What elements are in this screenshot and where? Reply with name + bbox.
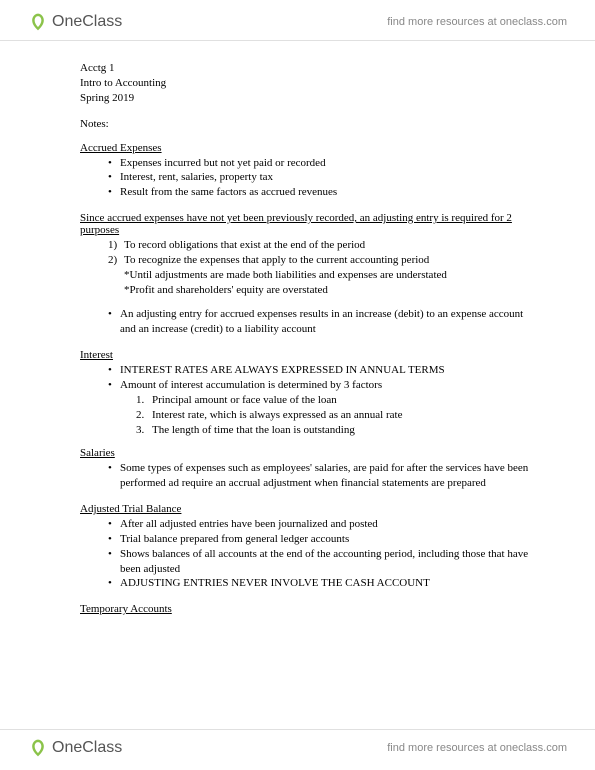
page-footer: OneClass find more resources at oneclass… [0, 729, 595, 770]
page-header: OneClass find more resources at oneclass… [0, 0, 595, 41]
list-item: Trial balance prepared from general ledg… [108, 532, 535, 547]
heading-temporary-accounts: Temporary Accounts [80, 603, 535, 615]
list-item: Result from the same factors as accrued … [108, 185, 535, 200]
course-info: Acctg 1 Intro to Accounting Spring 2019 [80, 61, 535, 106]
list-salaries: Some types of expenses such as employees… [80, 461, 535, 491]
list-item: Shows balances of all accounts at the en… [108, 547, 535, 577]
list-item: To recognize the expenses that apply to … [108, 253, 535, 268]
course-code: Acctg 1 [80, 61, 535, 76]
brand-name: OneClass [52, 13, 122, 31]
list-purposes: To record obligations that exist at the … [80, 238, 535, 268]
brand-logo: OneClass [28, 12, 122, 32]
list-item: Principal amount or face value of the lo… [136, 393, 535, 408]
brand-logo-footer: OneClass [28, 738, 122, 758]
list-item: INTEREST RATES ARE ALWAYS EXPRESSED IN A… [108, 363, 535, 378]
heading-adjusted-trial-balance: Adjusted Trial Balance [80, 503, 535, 515]
list-item: Expenses incurred but not yet paid or re… [108, 156, 535, 171]
list-purposes-followup: An adjusting entry for accrued expenses … [80, 307, 535, 337]
list-item: An adjusting entry for accrued expenses … [108, 307, 535, 337]
heading-salaries: Salaries [80, 447, 535, 459]
resource-link-bottom[interactable]: find more resources at oneclass.com [387, 742, 567, 754]
list-adjusted-trial-balance: After all adjusted entries have been jou… [80, 517, 535, 591]
course-term: Spring 2019 [80, 91, 535, 106]
list-item: Interest, rent, salaries, property tax [108, 170, 535, 185]
note-line: *Profit and shareholders' equity are ove… [80, 283, 535, 298]
list-item: To record obligations that exist at the … [108, 238, 535, 253]
brand-name-footer: OneClass [52, 739, 122, 757]
list-item: ADJUSTING ENTRIES NEVER INVOLVE THE CASH… [108, 576, 535, 591]
heading-purposes: Since accrued expenses have not yet been… [80, 212, 535, 236]
list-item: After all adjusted entries have been jou… [108, 517, 535, 532]
list-item: Interest rate, which is always expressed… [136, 408, 535, 423]
note-line: *Until adjustments are made both liabili… [80, 268, 535, 283]
heading-interest: Interest [80, 349, 535, 361]
leaf-icon [28, 12, 48, 32]
list-interest: INTEREST RATES ARE ALWAYS EXPRESSED IN A… [80, 363, 535, 437]
list-item: Some types of expenses such as employees… [108, 461, 535, 491]
leaf-icon [28, 738, 48, 758]
list-interest-factors: Principal amount or face value of the lo… [120, 393, 535, 438]
notes-label: Notes: [80, 118, 535, 130]
list-item: The length of time that the loan is outs… [136, 423, 535, 438]
document-body: Acctg 1 Intro to Accounting Spring 2019 … [0, 41, 595, 637]
course-title: Intro to Accounting [80, 76, 535, 91]
list-accrued-expenses: Expenses incurred but not yet paid or re… [80, 156, 535, 201]
heading-accrued-expenses: Accrued Expenses [80, 142, 535, 154]
list-item: Amount of interest accumulation is deter… [108, 378, 535, 437]
resource-link-top[interactable]: find more resources at oneclass.com [387, 16, 567, 28]
